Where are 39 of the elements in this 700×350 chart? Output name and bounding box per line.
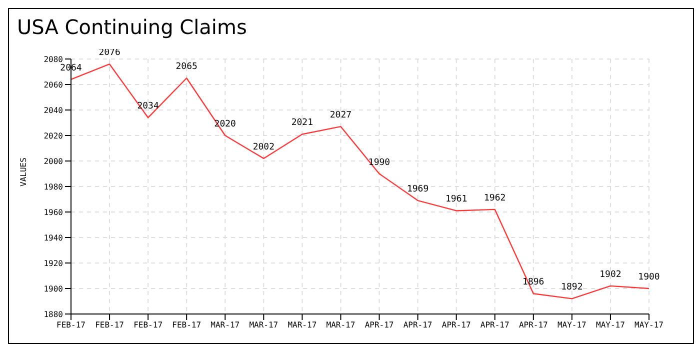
x-tick-label: APR-17 xyxy=(364,320,394,330)
x-tick-label: FEB-17 xyxy=(95,320,124,330)
data-label: 1902 xyxy=(600,270,622,280)
y-tick-label: 1880 xyxy=(44,310,64,319)
data-label: 2021 xyxy=(291,118,314,128)
x-tick-label: MAR-17 xyxy=(288,320,317,330)
y-tick-label: 2060 xyxy=(44,80,64,90)
x-tick-label: FEB-17 xyxy=(172,320,202,330)
x-tick-label: MAR-17 xyxy=(249,320,278,330)
y-tick-label: 1900 xyxy=(44,284,64,294)
x-tick-label: FEB-17 xyxy=(134,320,163,330)
y-tick-label: 2040 xyxy=(44,106,64,115)
x-tick-label: MAY-17 xyxy=(596,320,626,330)
data-label: 1892 xyxy=(561,282,583,293)
x-tick-label: APR-17 xyxy=(480,320,510,330)
x-tick-label: APR-17 xyxy=(518,320,548,330)
data-label: 2027 xyxy=(330,110,352,121)
y-tick-label: 1980 xyxy=(44,182,64,192)
y-tick-label: 2080 xyxy=(44,54,64,64)
data-label: 2002 xyxy=(252,142,275,152)
y-tick-label: 2000 xyxy=(44,156,64,166)
x-tick-label: APR-17 xyxy=(442,320,471,330)
y-tick-label: 2020 xyxy=(44,131,64,140)
x-tick-label: MAR-17 xyxy=(210,320,240,330)
data-label: 1900 xyxy=(638,272,660,282)
y-tick-label: 1920 xyxy=(44,258,64,268)
chart-title: USA Continuing Claims xyxy=(17,15,247,39)
data-label: 1961 xyxy=(445,194,468,205)
data-label: 1962 xyxy=(484,193,506,204)
x-tick-label: APR-17 xyxy=(403,320,432,330)
x-tick-label: FEB-17 xyxy=(56,320,86,330)
x-tick-label: MAR-17 xyxy=(326,320,356,330)
y-tick-label: 1940 xyxy=(44,233,64,242)
y-tick-label: 1960 xyxy=(44,208,64,217)
data-label: 1969 xyxy=(406,184,429,195)
x-tick-label: MAY-17 xyxy=(634,320,664,330)
x-tick-label: MAY-17 xyxy=(557,320,587,330)
data-label: 2065 xyxy=(176,62,198,72)
y-axis-title: VALUES xyxy=(18,157,28,186)
